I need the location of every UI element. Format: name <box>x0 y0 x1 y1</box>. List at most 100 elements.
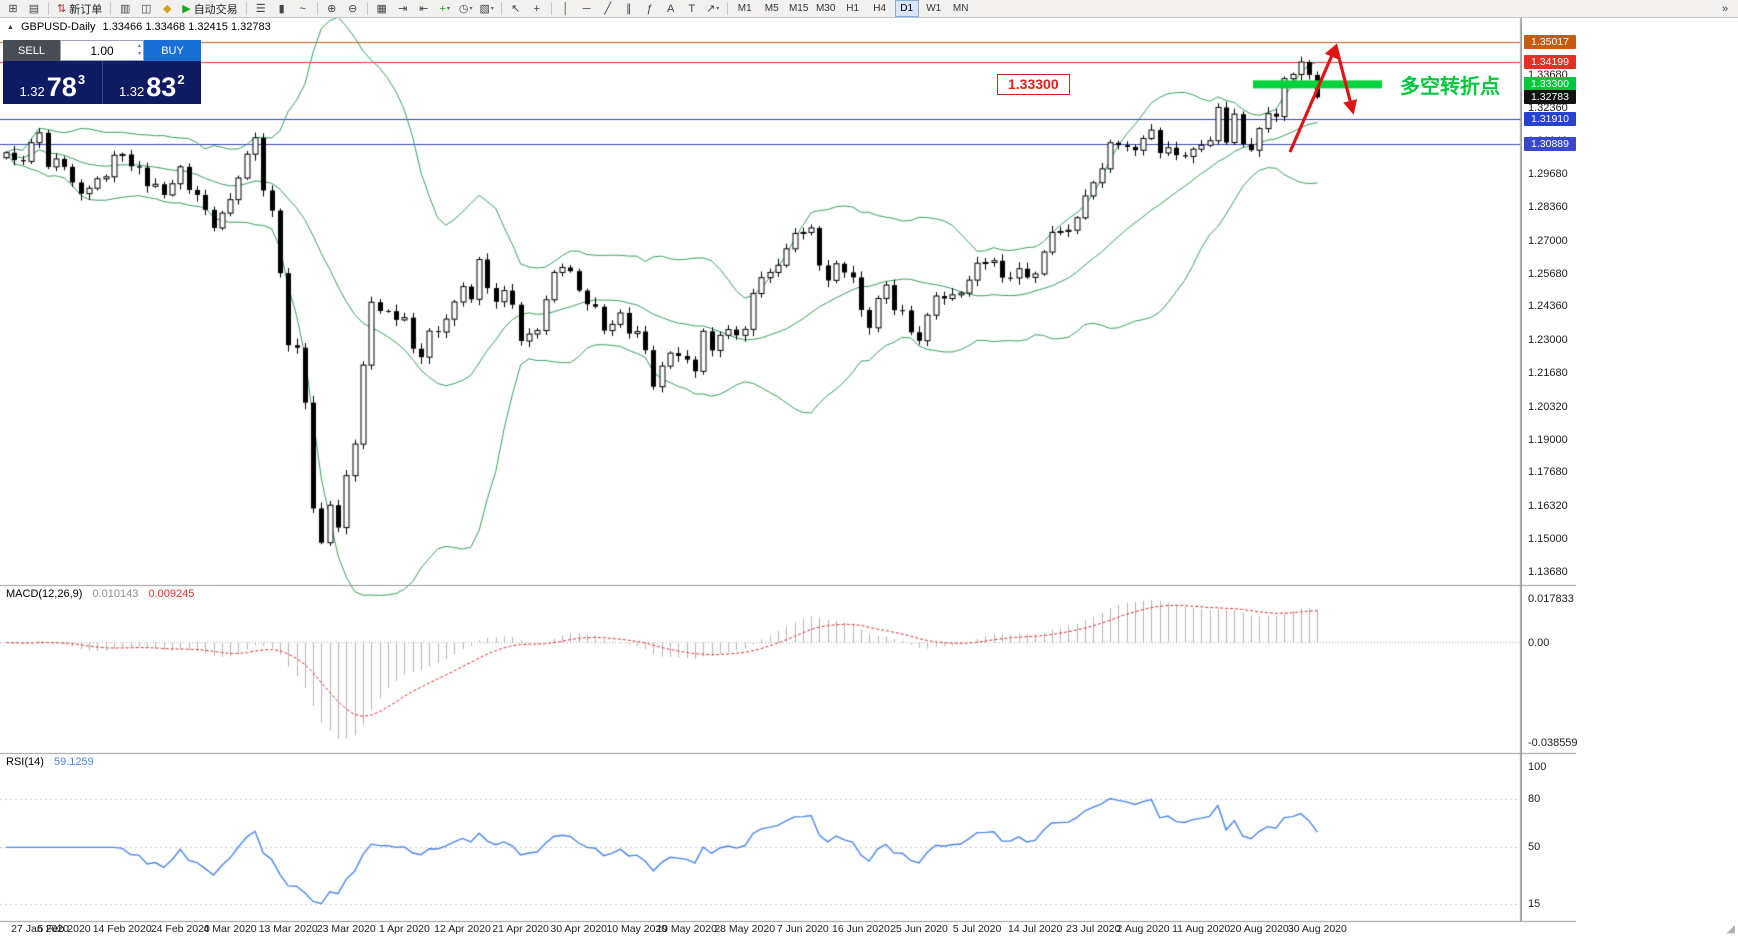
periods-icon: ◷ <box>458 3 469 15</box>
lot-size-field[interactable]: 1.00 ▴ ▾ <box>60 40 144 61</box>
price-tick-label: 1.25680 <box>1528 267 1568 280</box>
crosshair-icon[interactable]: + <box>527 1 547 17</box>
toolbar-divider <box>48 2 49 15</box>
date-axis[interactable]: 27 Jan 2020 5 Feb 2020 14 Feb 2020 24 Feb 2… <box>0 922 1576 937</box>
periods-icon[interactable]: ◷ ▾ <box>456 1 476 17</box>
market-watch-icon[interactable]: ▥ <box>115 1 135 17</box>
date-label: 7 Jun 2020 <box>776 923 829 935</box>
date-label: 10 May 2020 <box>606 923 668 935</box>
fibonacci-icon[interactable]: ƒ <box>640 1 660 17</box>
templates-icon[interactable]: ▧ ▾ <box>477 1 497 17</box>
rsi-axis-label: 80 <box>1528 793 1541 806</box>
buy-tab[interactable]: BUY <box>144 40 201 61</box>
price-tick-label: 1.29680 <box>1528 168 1568 181</box>
horizontal-line-icon[interactable]: ─ <box>577 1 597 17</box>
new-chart-icon[interactable]: ⊞ <box>3 1 23 17</box>
collapse-panel-icon[interactable]: ▲ <box>7 23 14 31</box>
sell-button[interactable]: 1.32 78 3 <box>3 61 103 104</box>
chart-title: GBPUSD-Daily <box>20 21 96 33</box>
timeframe-d1[interactable]: D1 <box>894 0 919 17</box>
date-label: 4 Mar 2020 <box>203 923 257 935</box>
channel-icon[interactable]: ∥ <box>619 1 639 17</box>
chart-shift-icon[interactable]: ⇤ <box>414 1 434 17</box>
crosshair-icon: + <box>533 2 540 15</box>
date-label: 21 Apr 2020 <box>492 923 549 935</box>
price-level-callout[interactable]: 1.33300 <box>997 74 1070 95</box>
annotation-note-text[interactable]: 多空转折点 <box>1400 76 1500 98</box>
trendline-icon[interactable]: ╱ <box>598 1 618 17</box>
metaeditor-icon[interactable]: ◆ <box>157 1 177 17</box>
vertical-line-icon: │ <box>562 2 570 15</box>
timeframe-m1[interactable]: M1 <box>737 3 752 14</box>
toolbar-divider <box>726 2 728 15</box>
timeframe-h4[interactable]: H4 <box>873 3 887 14</box>
macd-axis-label: 0.017833 <box>1528 593 1574 605</box>
timeframe-m30[interactable]: M30 <box>815 3 836 14</box>
zoom-out-icon[interactable]: ⊖ <box>343 1 363 17</box>
timeframe-h1[interactable]: H1 <box>846 3 860 14</box>
new-order-button[interactable]: ⇅ 新订单 <box>53 1 106 17</box>
vertical-line-icon[interactable]: │ <box>556 1 576 17</box>
price-tick-label: 1.20320 <box>1528 400 1568 413</box>
buy-button[interactable]: 1.32 83 2 <box>103 61 202 104</box>
price-line-badge: 1.35017 <box>1524 34 1576 49</box>
spinner-up-icon[interactable]: ▴ <box>137 43 141 49</box>
indicators-icon[interactable]: + ▾ <box>435 1 455 17</box>
profiles-icon[interactable]: ▤ <box>24 1 44 17</box>
sell-price-sup: 3 <box>77 72 86 87</box>
chart-shift-icon: ⇤ <box>419 3 429 15</box>
resize-grip-icon[interactable]: ◢ <box>1726 923 1735 935</box>
rsi-axis-label: 100 <box>1528 761 1547 774</box>
profiles-icon: ▤ <box>28 3 40 15</box>
sell-price-prefix: 1.32 <box>19 83 45 99</box>
date-label: 11 Aug 2020 <box>1172 923 1231 935</box>
channel-icon: ∥ <box>625 3 632 15</box>
zoom-in-icon[interactable]: ⊕ <box>322 1 342 17</box>
data-window-icon[interactable]: ◫ <box>136 1 156 17</box>
trendline-icon: ╱ <box>604 3 611 15</box>
candlestick-chart-icon[interactable]: ▮ <box>272 1 292 17</box>
auto-scroll-icon[interactable]: ⇥ <box>393 1 413 17</box>
cursor-icon[interactable]: ↖ <box>506 1 526 17</box>
cursor-icon: ↖ <box>511 3 521 15</box>
date-label: 30 Apr 2020 <box>550 923 607 935</box>
buy-price-big: 83 <box>146 72 177 103</box>
arrows-icon[interactable]: ↗ ▾ <box>703 1 723 17</box>
date-label: 12 Apr 2020 <box>434 923 491 935</box>
new-order-button-label: 新订单 <box>69 3 103 16</box>
line-chart-icon[interactable]: ~ <box>293 1 313 17</box>
lot-spinner[interactable]: ▴ ▾ <box>138 42 141 58</box>
price-tick-label: 1.28360 <box>1528 201 1568 214</box>
metaeditor-icon: ◆ <box>162 3 172 15</box>
sell-tab[interactable]: SELL <box>3 40 60 61</box>
macd-indicator-header: MACD(12,26,9) 0.010143 0.009245 <box>6 588 194 600</box>
price-line-badge: 1.33300 <box>1524 77 1576 92</box>
text-icon[interactable]: A <box>661 1 681 17</box>
price-tick-label: 1.15000 <box>1528 533 1568 545</box>
zoom-out-icon: ⊖ <box>348 3 358 15</box>
date-label: 25 Jun 2020 <box>890 923 948 935</box>
spinner-down-icon[interactable]: ▾ <box>137 51 141 57</box>
timeframe-m5[interactable]: M5 <box>764 3 779 14</box>
toolbar-overflow-icon[interactable]: » <box>1721 2 1729 15</box>
chevron-down-icon: ▾ <box>469 6 473 12</box>
timeframe-w1[interactable]: W1 <box>926 3 942 14</box>
price-scale[interactable]: 1.336801.323601.310401.296801.283601.270… <box>1521 18 1738 921</box>
price-tick-label: 1.32360 <box>1528 101 1568 114</box>
price-line-badge: 1.30889 <box>1524 137 1576 152</box>
chart-header: ▲ GBPUSD-Daily 1.33466 1.33468 1.32415 1… <box>7 21 271 33</box>
autotrading-button[interactable]: ▶ 自动交易 <box>178 1 241 17</box>
timeframe-m15[interactable]: M15 <box>788 3 809 14</box>
date-label: 2 Aug 2020 <box>1116 923 1170 935</box>
date-label: 23 Jul 2020 <box>1066 923 1121 935</box>
tile-windows-icon[interactable]: ▦ <box>372 1 392 17</box>
date-label: 19 May 2020 <box>656 923 717 935</box>
text-label-icon[interactable]: T <box>682 1 702 17</box>
timeframe-mn[interactable]: MN <box>952 3 969 14</box>
new-chart-icon: ⊞ <box>8 3 18 15</box>
date-label: 28 May 2020 <box>714 923 776 935</box>
bar-chart-icon[interactable]: ☰ <box>251 1 271 17</box>
price-line-badge: 1.34199 <box>1524 55 1576 70</box>
